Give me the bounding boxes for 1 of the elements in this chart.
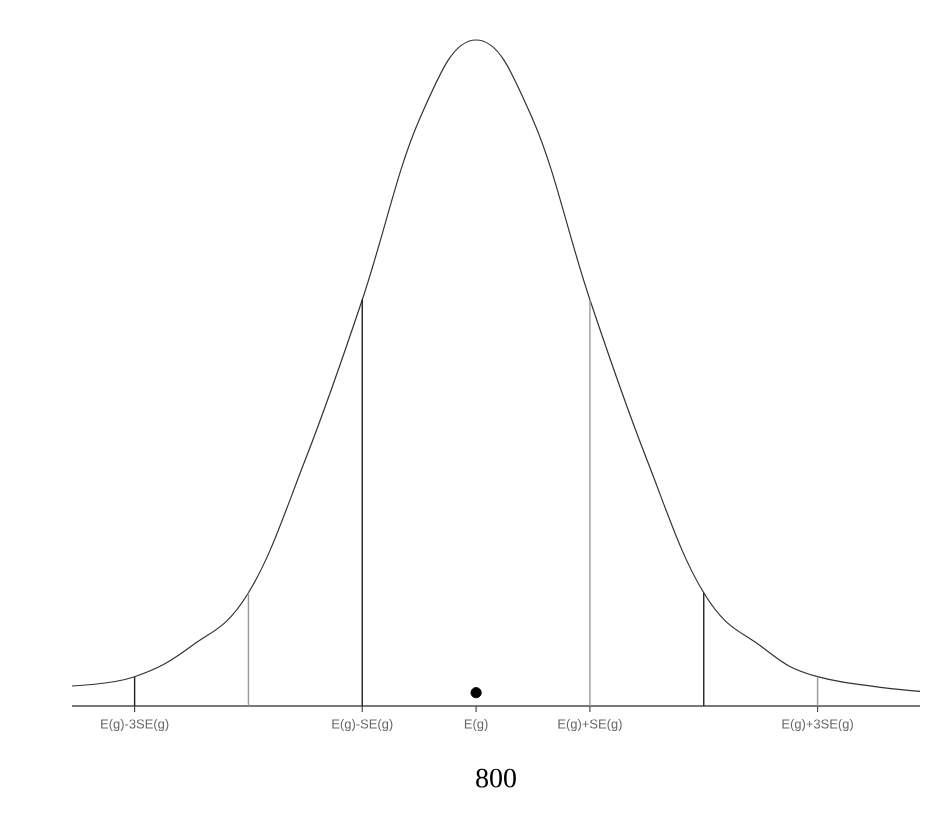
x-axis-title: 800 (476, 768, 516, 788)
